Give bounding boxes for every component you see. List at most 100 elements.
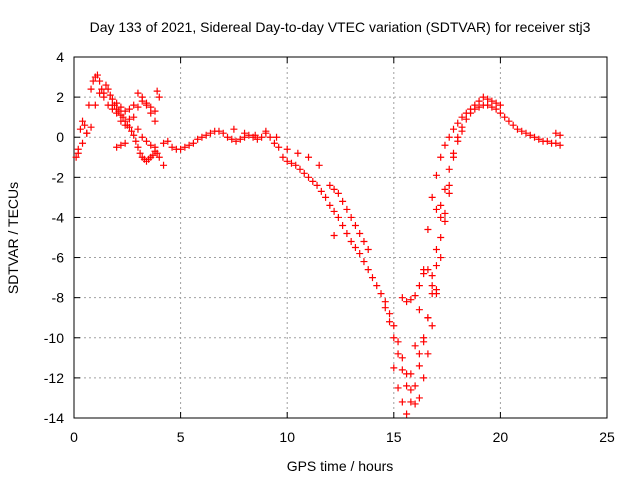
y-tick-label: -8: [52, 290, 65, 306]
data-point: [87, 85, 95, 93]
data-point: [149, 151, 157, 159]
data-point: [117, 103, 125, 111]
data-points: [72, 71, 564, 418]
data-point: [164, 137, 172, 145]
data-point: [501, 113, 509, 121]
data-point: [398, 294, 406, 302]
data-point: [283, 145, 291, 153]
data-point: [420, 374, 428, 382]
axis-ticks: [73, 56, 608, 419]
x-tick-label: 5: [177, 429, 185, 445]
data-point: [134, 103, 142, 111]
data-point: [206, 129, 214, 137]
data-point: [181, 143, 189, 151]
data-point: [356, 250, 364, 258]
data-point: [343, 229, 351, 237]
data-point: [113, 99, 121, 107]
data-point: [121, 139, 129, 147]
data-point: [262, 127, 270, 135]
data-point: [330, 185, 338, 193]
data-point: [428, 272, 436, 280]
data-point: [407, 398, 415, 406]
data-point: [330, 231, 338, 239]
data-point: [136, 149, 144, 157]
x-axis-label: GPS time / hours: [287, 458, 394, 474]
data-point: [128, 127, 136, 135]
data-point: [356, 229, 364, 237]
data-point: [437, 254, 445, 262]
data-point: [394, 350, 402, 358]
data-point: [424, 314, 432, 322]
data-point: [104, 85, 112, 93]
y-tick-label: -12: [44, 370, 64, 386]
data-point: [74, 145, 82, 153]
data-point: [437, 234, 445, 241]
data-point: [251, 131, 259, 139]
data-point: [134, 89, 142, 97]
data-point: [368, 274, 376, 282]
data-point: [121, 121, 129, 129]
data-point: [96, 77, 104, 85]
y-tick-label: 4: [56, 49, 64, 65]
data-point: [415, 282, 423, 290]
data-point: [245, 131, 253, 139]
x-tick-labels: 0 5 10 15 20 25: [70, 429, 615, 445]
data-point: [339, 197, 347, 205]
data-point: [130, 101, 138, 109]
data-point: [241, 129, 249, 137]
data-point: [411, 400, 419, 408]
data-point: [228, 135, 236, 143]
y-tick-label: -6: [52, 250, 65, 266]
data-point: [432, 205, 440, 213]
data-point: [398, 354, 406, 362]
data-point: [437, 213, 445, 221]
data-point: [454, 137, 462, 145]
data-point: [125, 123, 133, 131]
data-point: [398, 398, 406, 406]
data-point: [403, 298, 411, 306]
data-point: [347, 213, 355, 221]
data-point: [309, 177, 317, 185]
data-point: [454, 119, 462, 127]
data-point: [185, 141, 193, 149]
data-point: [394, 338, 402, 346]
data-point: [232, 137, 240, 145]
data-point: [96, 89, 104, 97]
data-point: [279, 153, 287, 161]
data-point: [531, 133, 539, 141]
data-point: [160, 161, 168, 169]
data-point: [475, 97, 483, 105]
data-point: [219, 129, 227, 137]
data-point: [420, 266, 428, 274]
data-point: [415, 350, 423, 358]
data-point: [138, 133, 146, 141]
data-point: [113, 143, 121, 151]
data-point: [390, 322, 398, 330]
data-point: [147, 141, 155, 149]
data-point: [432, 262, 440, 270]
data-point: [360, 238, 368, 246]
data-point: [535, 135, 543, 143]
data-point: [445, 133, 453, 141]
data-point: [441, 185, 449, 193]
data-point: [142, 101, 150, 109]
x-tick-label: 25: [599, 429, 615, 445]
y-tick-label: -2: [52, 169, 65, 185]
data-point: [415, 394, 423, 402]
data-point: [496, 109, 504, 117]
data-point: [132, 137, 140, 145]
data-point: [313, 181, 321, 189]
data-point: [119, 113, 127, 121]
data-point: [488, 103, 496, 111]
data-point: [386, 318, 394, 326]
y-tick-labels: 4 2 0 -2 -4 -6 -8 -10 -12 -14: [44, 49, 64, 426]
data-point: [125, 105, 133, 113]
data-point: [151, 117, 159, 125]
y-tick-label: -14: [44, 410, 64, 426]
data-point: [509, 121, 517, 129]
data-point: [441, 217, 449, 225]
data-point: [134, 125, 142, 133]
data-point: [403, 382, 411, 390]
data-point: [287, 159, 295, 167]
data-point: [364, 266, 372, 274]
